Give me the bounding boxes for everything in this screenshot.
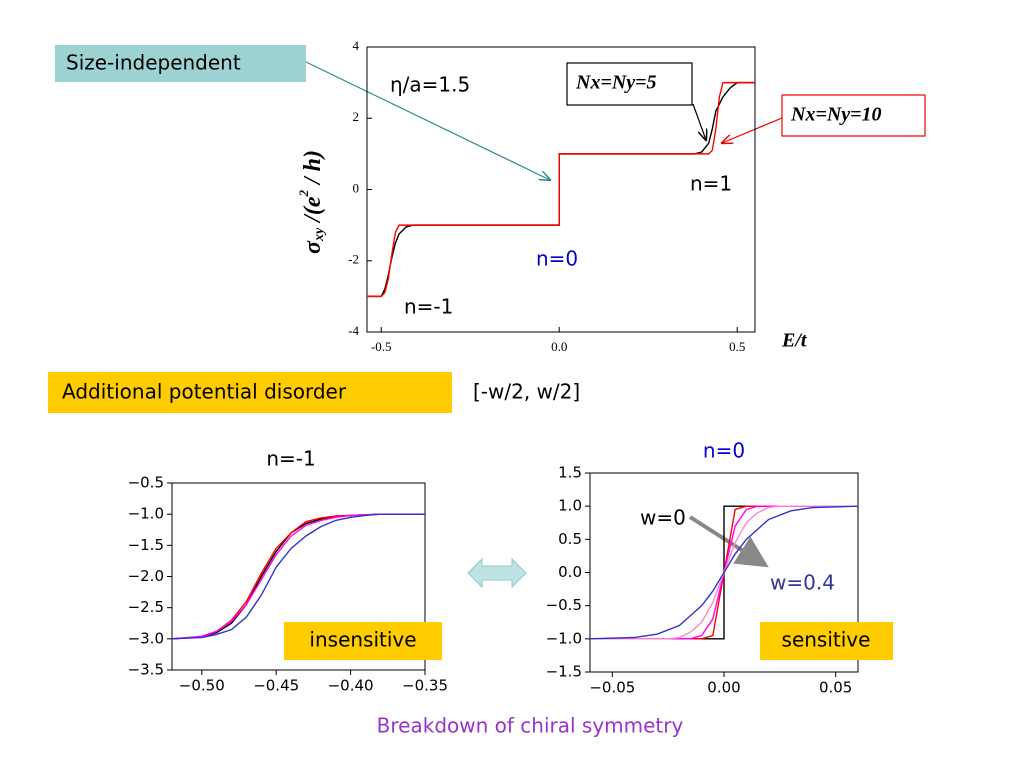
annotation: w=0 [640,506,686,530]
x-tick-label: −0.45 [253,677,299,695]
annotation: insensitive [309,628,416,652]
annotation: η/a=1.5 [390,73,470,97]
x-axis-label: E/t [781,330,808,352]
y-tick-label: −1.0 [128,505,164,523]
y-label-part: 2 [296,190,311,198]
disorder-text: Additional potential disorder [62,380,347,404]
disorder-box [48,372,452,413]
y-axis-label: σxy /(e2 / h) [296,150,327,254]
y-tick-label: −0.5 [546,596,582,614]
y-tick-label: −2.0 [128,567,164,585]
x-tick-label: 0.05 [819,679,852,697]
y-tick-label: -4 [348,323,359,338]
series-line [171,513,425,640]
annotation: n=1 [690,172,732,196]
x-tick-label: -0.5 [371,339,392,354]
y-tick-label: −2.5 [128,598,164,616]
legend-label: Nx=Ny=10 [790,104,882,126]
series-line [171,513,425,640]
y-label-part: /(e [300,196,326,228]
y-tick-label: 1.5 [558,464,582,482]
annotation: Size-independent [66,51,241,75]
y-tick-label: 4 [353,38,360,53]
x-tick-label: −0.40 [328,677,374,695]
chart-title: n=0 [703,439,745,463]
annotation-box [760,622,893,660]
y-tick-label: 2 [353,109,360,124]
y-tick-label: 0.5 [558,530,582,548]
series-line [367,81,755,298]
y-tick-label: -2 [348,252,359,267]
annotation: w=0.4 [770,571,835,595]
x-tick-label: 0.0 [551,339,567,354]
pointer-arrow [692,103,706,140]
y-label-part: σ [300,240,326,254]
legend-label: Nx=Ny=5 [575,72,657,94]
annotation: sensitive [782,628,871,652]
annotation-box [284,622,442,660]
y-tick-label: −3.5 [128,661,164,679]
y-tick-label: −0.5 [128,474,164,492]
y-axis-label-text: σxy /(e2 / h) [296,150,327,254]
x-tick-label: −0.05 [589,679,635,697]
chart-title: n=-1 [266,447,315,471]
y-tick-label: 1.0 [558,497,582,515]
y-tick-label: −1.0 [546,629,582,647]
y-label-part: / h) [300,150,326,190]
y-tick-label: −3.0 [128,629,164,647]
series-line [589,505,859,640]
annotation: n=-1 [404,295,453,319]
double-arrow [467,557,527,589]
legend-box [566,62,693,106]
footer-text: Breakdown of chiral symmetry [377,714,684,738]
pointer-arrow [305,61,550,180]
x-tick-label: −0.35 [402,677,448,695]
pointer-arrow [688,515,769,568]
annotation-box [55,45,306,82]
x-tick-label: 0.00 [707,679,740,697]
y-tick-label: 0 [353,180,360,195]
series-line [171,513,425,640]
y-tick-label: −1.5 [546,663,582,681]
y-label-part: xy [312,227,327,242]
pointer-arrow [722,117,783,143]
x-tick-label: 0.5 [729,339,745,354]
range-text: [-w/2, w/2] [473,380,580,404]
y-tick-label: 0.0 [558,563,582,581]
series-line [171,513,425,640]
annotation: n=0 [536,247,578,271]
y-tick-label: −1.5 [128,536,164,554]
x-tick-label: −0.50 [179,677,225,695]
legend-box [781,94,926,137]
